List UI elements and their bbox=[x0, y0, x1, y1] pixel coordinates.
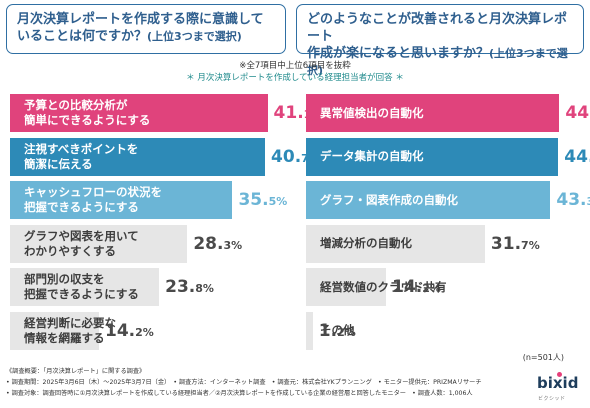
logo-name: bixid bbox=[537, 374, 579, 392]
bar-right-3 bbox=[306, 181, 551, 219]
question-left: 月次決算レポートを作成する際に意識して いることは何ですか？(上位3つまで選択) bbox=[6, 4, 286, 54]
extract-note: ※全7項目中上位6項目を抜粋 bbox=[239, 61, 351, 71]
bar-label-right-6: その他 bbox=[320, 323, 355, 338]
logo-dot bbox=[557, 372, 562, 377]
bar-left-3 bbox=[10, 181, 233, 219]
bar-left-5 bbox=[10, 268, 160, 306]
bar-label-line: わかりやすくする bbox=[24, 243, 116, 258]
bixid-logo: bixid ビクシッド bbox=[534, 372, 586, 404]
bar-left-4 bbox=[10, 224, 188, 263]
bar-label-line: 情報を網羅する bbox=[24, 330, 105, 345]
bar-right-6 bbox=[306, 311, 313, 350]
value-label-left-4: 28.3% bbox=[193, 233, 243, 254]
value-label-right-4: 31.7% bbox=[490, 233, 540, 254]
bar-label-right-3: グラフ・図表作成の自動化 bbox=[320, 193, 458, 208]
value-label-left-3: 35.5% bbox=[238, 190, 288, 210]
footer-line-1: 《調査概要：「月次決算レポート」に関する調査》 bbox=[6, 368, 146, 375]
bar-label-line: 経営判断に必要な bbox=[24, 315, 116, 330]
question-right-sub: (上位3つまで選択) bbox=[307, 47, 568, 77]
bar-label-line: 部門別の収支を bbox=[24, 272, 105, 286]
bar-left-1 bbox=[10, 94, 268, 132]
bar-right-4 bbox=[306, 224, 485, 263]
bar-label-left-6: 経営判断に必要な 情報を網羅する bbox=[24, 316, 116, 346]
bar-label-left-5: 部門別の収支を 把握できるようにする bbox=[24, 272, 139, 302]
bar-label-line: 注視すべきポイントを bbox=[24, 141, 139, 156]
value-label-right-3: 43.3% bbox=[556, 190, 590, 210]
value-label-left-5: 23.8% bbox=[165, 277, 214, 297]
bar-label-line: 簡単にできるようにする bbox=[24, 113, 151, 127]
bar-label-right-2: データ集計の自動化 bbox=[320, 149, 424, 164]
bar-right-2 bbox=[306, 137, 559, 176]
bar-label-line: グラフ・図表作成の自動化 bbox=[320, 192, 458, 207]
bar-label-line: グラフや図表を用いて bbox=[24, 228, 139, 243]
logo-tagline: ビクシッド bbox=[538, 396, 566, 402]
value-label-right-6: 1.2% bbox=[318, 320, 356, 341]
question-right: どのようなことが改善されると月次決算レポート 作成が楽になると思いますか？(上位… bbox=[296, 4, 584, 77]
bar-label-left-1: 予算との比較分析が 簡単にできるようにする bbox=[24, 98, 150, 128]
footer-line-3: • 調査対象：調査回答時に①月次決算レポートを作成している経理担当者／②月次決算… bbox=[6, 390, 473, 397]
bar-label-line: 増減分析の自動化 bbox=[320, 236, 412, 250]
question-left-line1: 月次決算レポートを作成する際に意識して bbox=[17, 12, 264, 27]
bar-label-right-1: 異常値検出の自動化 bbox=[320, 106, 424, 121]
respondent-note: ＊ 月次決算レポートを作成している経理担当者が回答 ＊ bbox=[186, 73, 404, 83]
bar-label-left-3: キャッシュフローの状況を 把握できるようにする bbox=[24, 185, 162, 215]
bar-label-line: 把握できるようにする bbox=[24, 200, 139, 214]
bar-left-2 bbox=[10, 137, 266, 176]
question-right-line1: どのようなことが改善されると月次決算レポート bbox=[307, 12, 568, 44]
value-label-right-5: 14.2% bbox=[392, 277, 441, 297]
value-label-right-2: 44.7% bbox=[564, 146, 590, 167]
value-label-right-1: 44.9% bbox=[565, 103, 590, 123]
footer-line-2: • 調査期間：2025年3月6日（木）〜2025年3月7日（金） • 調査方法：… bbox=[6, 379, 482, 386]
question-left-sub: (上位3つまで選択) bbox=[147, 30, 242, 43]
bar-label-left-2: 注視すべきポイントを 簡潔に伝える bbox=[24, 142, 138, 172]
bar-label-left-4: グラフや図表を用いて わかりやすくする bbox=[24, 229, 139, 259]
bar-right-1 bbox=[306, 94, 560, 132]
bar-label-line: 経営数値のクラウド共有 bbox=[320, 279, 447, 294]
sample-size: (n=501人) bbox=[522, 353, 564, 362]
bar-label-line: キャッシュフローの状況を bbox=[24, 185, 162, 199]
bar-label-line: 予算との比較分析が bbox=[24, 98, 128, 112]
bar-label-line: 異常値検出の自動化 bbox=[320, 105, 424, 120]
bar-label-line: データ集計の自動化 bbox=[320, 149, 424, 163]
bar-left-6 bbox=[10, 311, 99, 350]
question-right-line2: 作成が楽になると思いますか？ bbox=[307, 46, 490, 61]
bar-label-line: その他 bbox=[320, 323, 355, 337]
bar-label-right-4: 増減分析の自動化 bbox=[320, 236, 412, 251]
question-left-line2: いることは何ですか？ bbox=[17, 29, 148, 44]
bar-label-line: 把握できるようにする bbox=[24, 287, 139, 301]
bar-label-right-5: 経営数値のクラウド共有 bbox=[320, 280, 447, 295]
bar-right-5 bbox=[306, 268, 387, 306]
value-label-left-6: 14.2% bbox=[104, 320, 154, 341]
bar-label-line: 簡潔に伝える bbox=[24, 156, 93, 171]
